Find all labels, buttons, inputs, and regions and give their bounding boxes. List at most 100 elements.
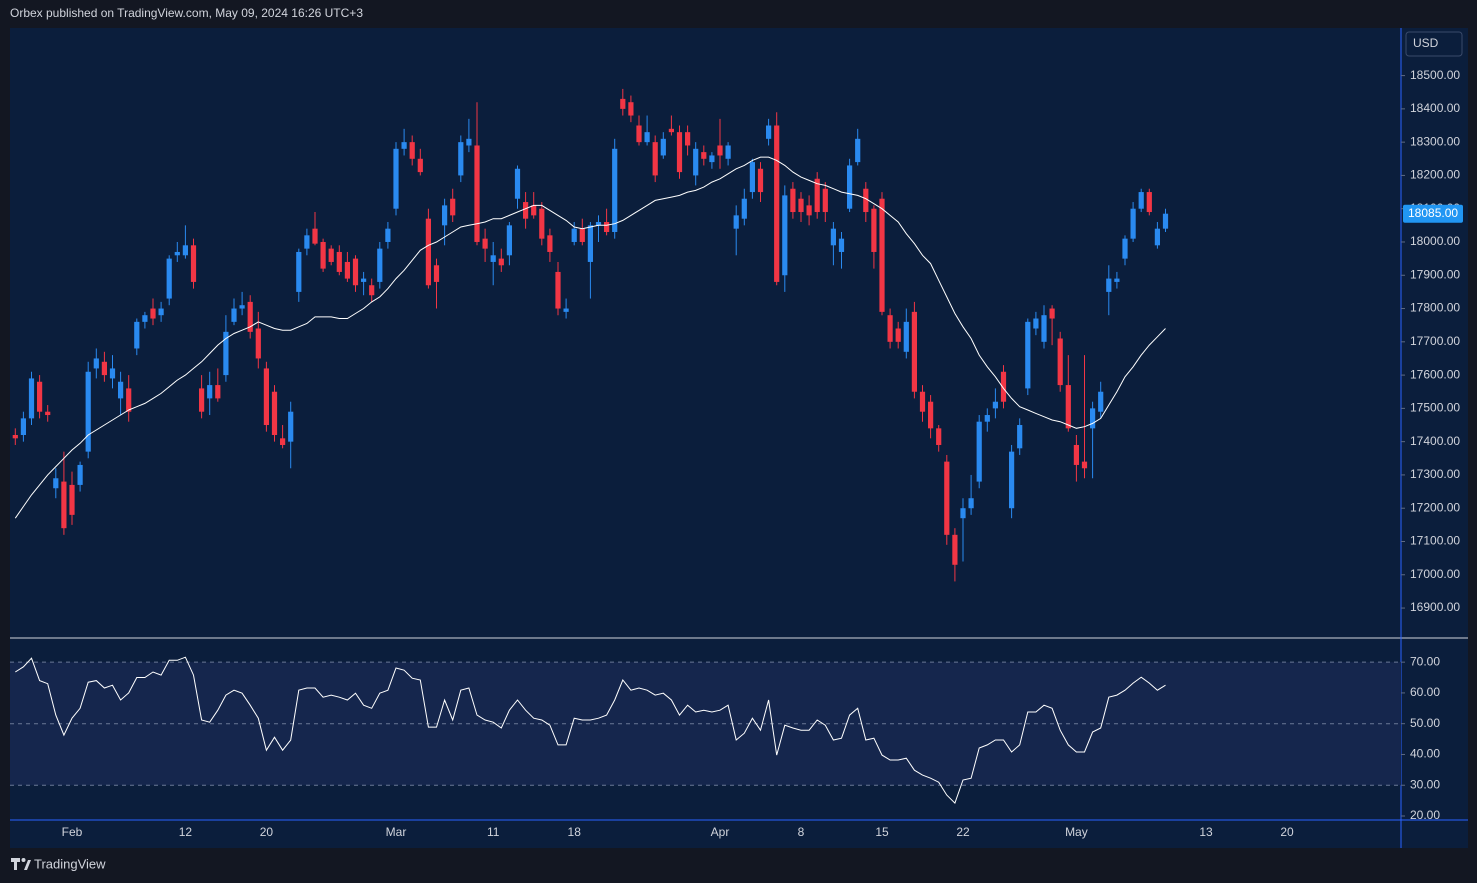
candle-body <box>1138 192 1144 209</box>
y-tick-label: 16900.00 <box>1410 600 1460 614</box>
moving-average <box>14 156 1166 519</box>
candle-body <box>887 315 893 342</box>
candle-body <box>523 202 529 219</box>
y-tick-label: 17800.00 <box>1410 301 1460 315</box>
candle-body <box>101 361 107 376</box>
candle-body <box>69 484 75 515</box>
candle-body <box>604 222 610 232</box>
y-tick-label: 17500.00 <box>1410 401 1460 415</box>
candle-body <box>1009 451 1015 509</box>
candle-body <box>782 195 788 276</box>
candle-body <box>595 222 602 226</box>
candle-body <box>879 198 885 312</box>
y-tick-label: 18400.00 <box>1410 101 1460 115</box>
candle-body <box>53 478 59 489</box>
candle-body <box>855 138 861 163</box>
candle-body <box>984 415 990 422</box>
candle-body <box>255 328 261 359</box>
candle-body <box>142 315 148 322</box>
candle-body <box>757 168 764 193</box>
x-tick-label: 20 <box>260 825 274 839</box>
candle-body <box>1041 315 1047 342</box>
candle-body <box>895 328 901 342</box>
candle-body <box>239 305 245 309</box>
rsi-line <box>15 656 1166 805</box>
candle-body <box>579 228 585 242</box>
y-tick-label: 70.00 <box>1410 654 1440 668</box>
candle-body <box>1081 461 1088 469</box>
candle-body <box>37 381 43 412</box>
candle-body <box>61 481 67 529</box>
candle-body <box>126 388 132 412</box>
candle-body <box>903 321 909 352</box>
candle-body <box>506 225 512 256</box>
x-tick-label: Apr <box>711 825 730 839</box>
candle-body <box>1146 192 1152 213</box>
candle-body <box>385 228 391 242</box>
candle-body <box>1130 208 1136 239</box>
y-tick-label: 30.00 <box>1410 777 1440 791</box>
candle-body <box>433 265 440 282</box>
candle-body <box>701 152 707 159</box>
x-tick-label: 12 <box>179 825 193 839</box>
candle-body <box>450 198 456 216</box>
candle-body <box>498 258 504 266</box>
y-tick-label: 50.00 <box>1410 716 1440 730</box>
candle-body <box>806 205 812 216</box>
candle-body <box>271 391 278 435</box>
y-tick-label: 60.00 <box>1410 685 1440 699</box>
candle-body <box>514 168 521 199</box>
candle-body <box>547 235 553 252</box>
x-tick-label: May <box>1065 825 1088 839</box>
candle-body <box>417 158 423 173</box>
candle-body <box>118 381 124 399</box>
candle-body <box>280 438 286 445</box>
candle-body <box>1073 444 1079 465</box>
candle-body <box>766 125 772 139</box>
candle-body <box>344 261 350 279</box>
candle-body <box>207 385 213 399</box>
y-tick-label: 17100.00 <box>1410 534 1460 548</box>
x-tick-label: 11 <box>487 825 500 839</box>
candle-body <box>328 248 334 262</box>
candle-body <box>822 188 828 213</box>
y-tick-label: 17300.00 <box>1410 467 1460 481</box>
candle-body <box>20 418 26 435</box>
candle-body <box>296 251 302 292</box>
y-tick-label: 18300.00 <box>1410 134 1460 148</box>
candle-body <box>871 208 877 252</box>
candle-body <box>919 391 926 412</box>
candle-body <box>1162 213 1169 229</box>
y-tick-label: 17700.00 <box>1410 334 1460 348</box>
candle-body <box>668 128 674 133</box>
candle-body <box>1033 318 1039 329</box>
candle-body <box>709 155 715 163</box>
candle-body <box>85 371 91 452</box>
candle-body <box>911 311 917 392</box>
candle-body <box>774 125 780 282</box>
candle-body <box>1049 308 1055 319</box>
candle-body <box>928 401 934 429</box>
y-tick-label: 18200.00 <box>1410 168 1460 182</box>
x-tick-label: 22 <box>956 825 970 839</box>
candle-body <box>231 308 237 322</box>
candle-body <box>182 245 188 256</box>
x-tick-label: 15 <box>875 825 889 839</box>
y-tick-label: 17400.00 <box>1410 434 1460 448</box>
candle-body <box>636 125 642 143</box>
candle-body <box>1122 238 1128 259</box>
candle-body <box>45 411 51 416</box>
candle-body <box>847 165 853 209</box>
currency-box[interactable] <box>1405 31 1463 57</box>
candle-body <box>1090 408 1096 429</box>
candle-body <box>312 228 318 244</box>
candle-body <box>158 308 164 316</box>
candle-body <box>304 235 310 249</box>
candle-body <box>361 278 367 282</box>
candle-body <box>531 205 537 216</box>
x-tick-label: 18 <box>568 825 582 839</box>
candle-body <box>838 238 845 252</box>
candle-body <box>741 198 747 219</box>
y-tick-label: 18500.00 <box>1410 68 1460 82</box>
candle-body <box>644 132 650 143</box>
